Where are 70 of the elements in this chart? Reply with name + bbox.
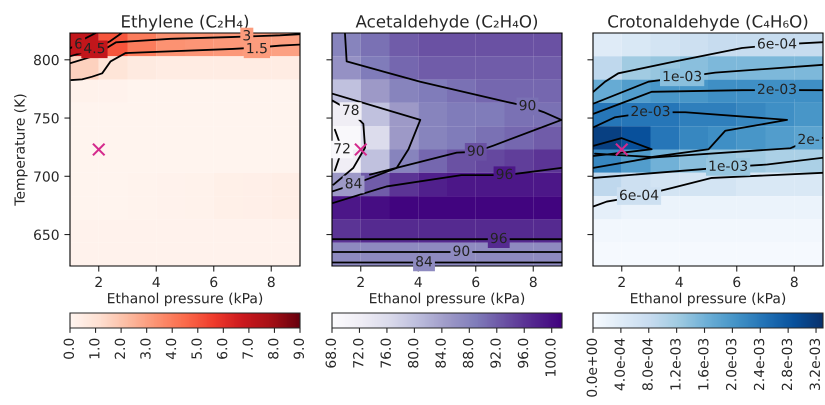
- chart-title: Acetaldehyde (C₂H₄O): [356, 14, 538, 31]
- annotation: 3: [243, 30, 250, 41]
- annotation: 2e-: [798, 134, 820, 144]
- annotation: 96: [496, 168, 512, 180]
- x-axis-title: Ethanol pressure (kPa): [370, 292, 524, 306]
- annotation: 90: [468, 145, 484, 156]
- y-tick-label: 700: [34, 171, 59, 182]
- color-bar-label: 68.0: [326, 338, 336, 368]
- annotation: 96: [490, 232, 507, 244]
- annotation: 90: [453, 246, 470, 256]
- color-bar-label: 84.0: [435, 338, 446, 368]
- annotation: 4.5: [84, 43, 104, 54]
- x-axis-title: Ethanol pressure (kPa): [108, 292, 262, 306]
- color-bar-label: 0.0e+00: [586, 338, 598, 397]
- color-bar-label: 2.0: [114, 338, 126, 359]
- chart-title: Crotonaldehyde (C₄H₆O): [608, 14, 808, 31]
- annotation: 2e-03: [631, 106, 670, 116]
- annotation: 2e-03: [758, 84, 796, 94]
- x-axis-title: Ethanol pressure (kPa): [631, 292, 786, 306]
- color-bar-label: 100.0: [545, 338, 556, 376]
- color-bar-label: 4.0e-04: [614, 338, 625, 390]
- x-tick-label: 6: [210, 276, 218, 288]
- color-bar-label: 4.0: [166, 338, 176, 360]
- y-axis-title: Temperature (K): [14, 94, 28, 206]
- annotation: 1e-03: [664, 70, 702, 82]
- x-tick-label: 6: [733, 276, 740, 288]
- x-tick-label: 4: [676, 276, 683, 287]
- color-bar-label: 88.0: [462, 338, 474, 368]
- color-bar-label: 8.0: [268, 338, 278, 359]
- color-bar-label: 8.0e-04: [642, 338, 653, 390]
- color-bar-label: 5.0: [191, 338, 202, 359]
- x-tick-label: 8: [530, 276, 537, 288]
- x-tick-label: 2: [618, 276, 625, 287]
- color-bar-label: 6.0: [216, 338, 228, 359]
- annotation: 6e-04: [620, 190, 658, 200]
- annotation: 72: [334, 143, 350, 154]
- color-bar-label: 96.0: [518, 338, 528, 368]
- color-bar-label: 7.0: [242, 338, 253, 359]
- color-bar-label: 2.0e-03: [726, 338, 736, 390]
- color-bar-label: 1.2e-03: [670, 338, 681, 390]
- y-tick-label: 800: [34, 54, 59, 66]
- x-tick-label: 6: [472, 276, 480, 288]
- chart-title: Ethylene (C₂H₄): [122, 14, 248, 31]
- annotation: 78: [342, 104, 359, 116]
- color-bar-label: 1.0: [89, 338, 100, 358]
- color-bar-label: 2.4e-03: [754, 338, 764, 390]
- color-bar-label: 72.0: [352, 338, 364, 368]
- annotation: 1e-03: [710, 160, 748, 172]
- x-tick-label: 2: [357, 276, 364, 287]
- x-tick-label: 8: [790, 276, 798, 288]
- annotation: 1.5: [247, 43, 267, 54]
- color-bar-label: 1.6e-03: [698, 338, 709, 390]
- x-tick-label: 8: [268, 276, 275, 288]
- color-bar-label: 9.0: [294, 338, 304, 359]
- annotation: 84: [416, 256, 432, 267]
- color-bar-label: 3.2e-03: [810, 338, 820, 390]
- annotation: 90: [520, 100, 536, 110]
- color-bar-label: 80.0: [408, 338, 418, 368]
- color-bar-label: 0.0: [64, 338, 74, 359]
- y-tick-label: 650: [34, 230, 59, 240]
- annotation: 6e-04: [758, 38, 796, 49]
- color-bar-label: 76.0: [380, 338, 391, 368]
- annotation: 84: [346, 178, 362, 188]
- x-tick-label: 4: [152, 276, 160, 287]
- color-bar-label: 2.8e-03: [782, 338, 792, 390]
- x-tick-label: 2: [95, 276, 102, 287]
- x-tick-label: 4: [414, 276, 422, 287]
- color-bar-label: 92.0: [490, 338, 501, 368]
- y-tick-label: 750: [34, 113, 59, 124]
- color-bar-label: 3.0: [140, 338, 151, 359]
